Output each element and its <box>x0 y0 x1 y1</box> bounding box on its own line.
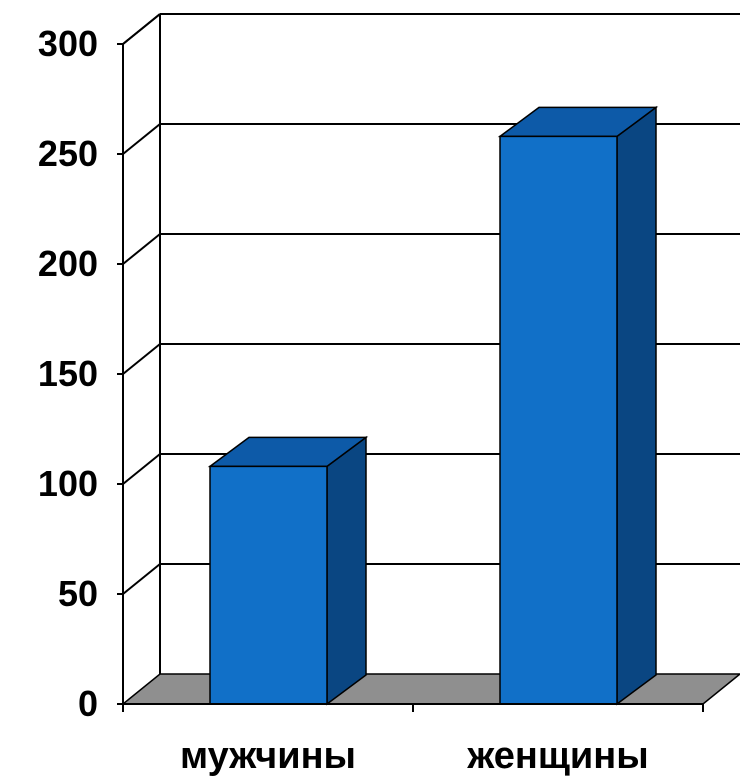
y-tick-label: 100 <box>38 463 98 504</box>
axes <box>117 43 704 712</box>
gridline-side-300 <box>122 13 161 45</box>
bar-2 <box>497 105 659 706</box>
y-tick-label: 200 <box>38 243 98 284</box>
y-axis-tick-labels: 0 50 100 150 200 250 300 <box>38 23 98 724</box>
bar-1 <box>207 435 369 706</box>
gridline-side-50 <box>122 563 161 595</box>
x-tick-label: женщины <box>466 735 648 777</box>
y-tick-label: 150 <box>38 353 98 394</box>
y-tick-label: 50 <box>58 573 98 614</box>
gridline-side-250 <box>122 123 161 155</box>
y-tick-label: 250 <box>38 133 98 174</box>
gridline-side-100 <box>122 453 161 485</box>
gridline-side-150 <box>122 343 161 375</box>
bar-side <box>616 105 657 706</box>
bar-front <box>499 135 618 705</box>
x-tick-label: мужчины <box>180 735 356 777</box>
gridline-side-200 <box>122 233 161 265</box>
y-tick-label: 0 <box>78 683 98 724</box>
y-tick-label: 300 <box>38 23 98 64</box>
x-axis-tick-labels: мужчины женщины <box>180 735 649 777</box>
bars <box>207 105 659 706</box>
bar-front <box>209 465 328 705</box>
bar-side <box>326 435 367 706</box>
